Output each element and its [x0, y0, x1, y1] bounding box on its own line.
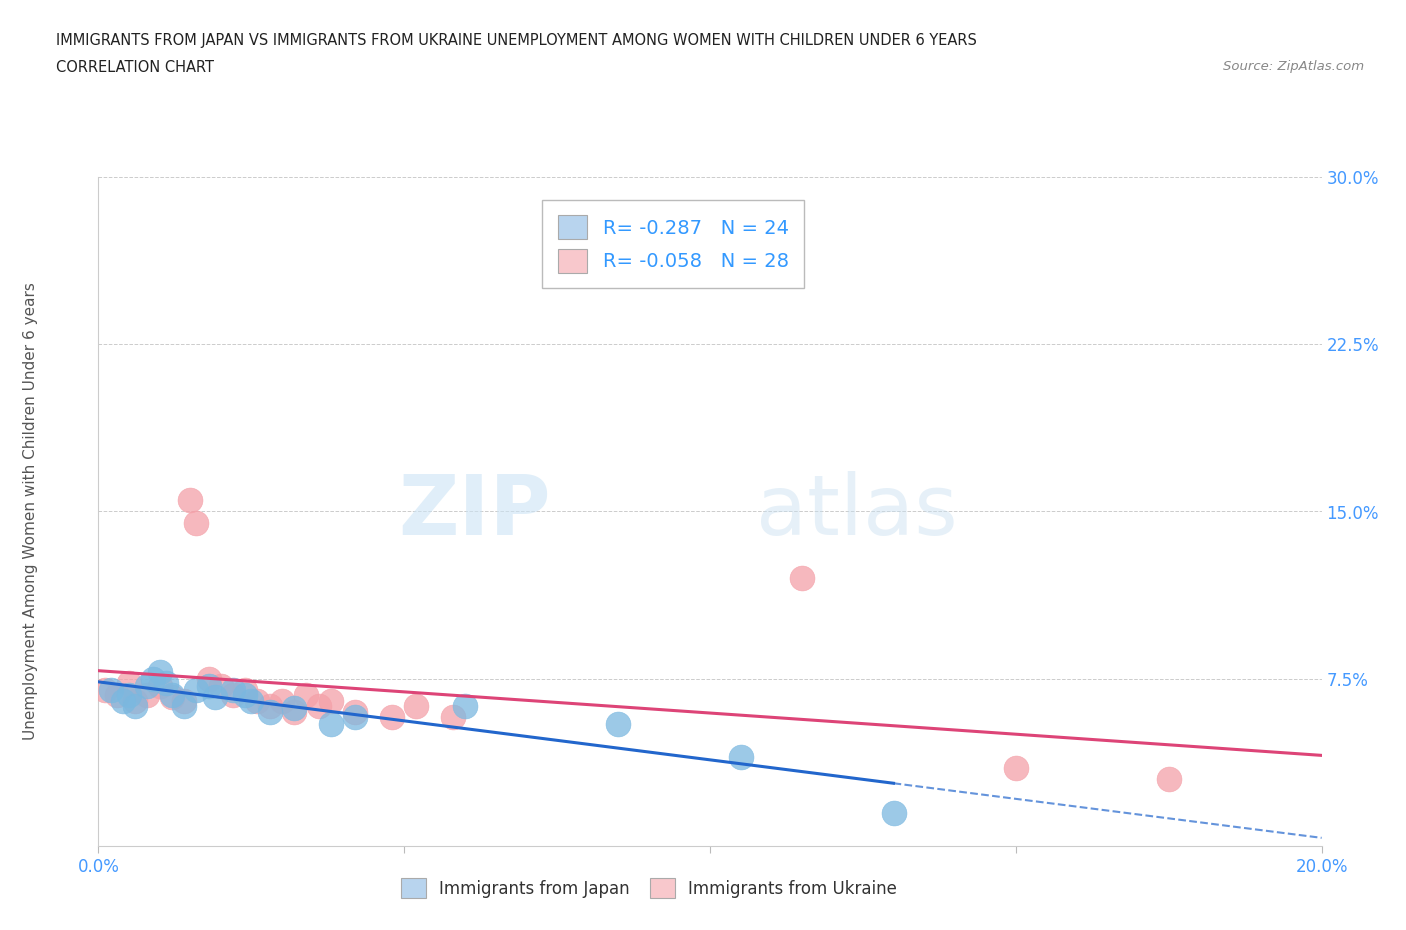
Point: [105, 687, 128, 702]
Point: [160, 687, 183, 702]
Point: [344, 705, 367, 720]
Point: [790, 571, 813, 586]
Point: [155, 676, 177, 691]
Point: [149, 678, 172, 693]
Point: [173, 694, 195, 709]
Point: [233, 687, 256, 702]
Point: [240, 694, 263, 709]
Point: [197, 678, 219, 693]
Point: [136, 678, 159, 693]
Point: [142, 671, 165, 686]
Point: [111, 694, 134, 709]
Point: [222, 683, 245, 698]
Point: [730, 750, 752, 764]
Point: [607, 716, 630, 731]
Point: [124, 694, 146, 709]
Point: [308, 698, 330, 713]
Point: [319, 694, 342, 709]
Point: [209, 678, 232, 693]
Text: Source: ZipAtlas.com: Source: ZipAtlas.com: [1223, 60, 1364, 73]
Text: IMMIGRANTS FROM JAPAN VS IMMIGRANTS FROM UKRAINE UNEMPLOYMENT AMONG WOMEN WITH C: IMMIGRANTS FROM JAPAN VS IMMIGRANTS FROM…: [56, 33, 977, 47]
Point: [233, 683, 256, 698]
Point: [93, 683, 115, 698]
Text: atlas: atlas: [756, 471, 957, 552]
Text: ZIP: ZIP: [398, 471, 551, 552]
Point: [160, 689, 183, 704]
Text: Unemployment Among Women with Children Under 6 years: Unemployment Among Women with Children U…: [24, 283, 38, 740]
Point: [222, 687, 245, 702]
Point: [283, 705, 305, 720]
Point: [118, 676, 141, 691]
Point: [270, 694, 292, 709]
Point: [381, 710, 404, 724]
Point: [124, 698, 146, 713]
Point: [319, 716, 342, 731]
Point: [197, 671, 219, 686]
Legend: Immigrants from Japan, Immigrants from Ukraine: Immigrants from Japan, Immigrants from U…: [394, 871, 904, 905]
Point: [136, 687, 159, 702]
Point: [259, 705, 281, 720]
Text: CORRELATION CHART: CORRELATION CHART: [56, 60, 214, 75]
Point: [454, 698, 477, 713]
Point: [259, 698, 281, 713]
Point: [186, 515, 208, 530]
Point: [441, 710, 464, 724]
Point: [118, 687, 141, 702]
Point: [883, 805, 905, 820]
Point: [1004, 761, 1026, 776]
Point: [246, 694, 269, 709]
Point: [204, 689, 226, 704]
Point: [173, 698, 195, 713]
Point: [405, 698, 427, 713]
Point: [1157, 772, 1180, 787]
Point: [344, 710, 367, 724]
Point: [283, 700, 305, 715]
Point: [100, 683, 122, 698]
Point: [149, 665, 172, 680]
Point: [295, 687, 318, 702]
Point: [186, 683, 208, 698]
Point: [179, 493, 201, 508]
